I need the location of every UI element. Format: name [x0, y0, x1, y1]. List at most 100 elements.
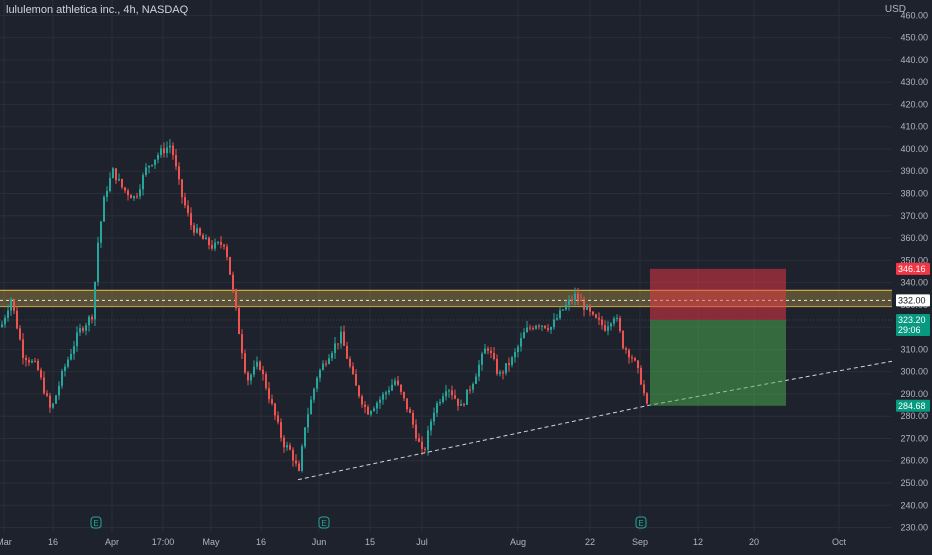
candle — [115, 168, 117, 181]
candle — [34, 360, 36, 362]
earnings-marker — [635, 516, 647, 529]
price-axis-tick-label: 380.00 — [900, 189, 928, 199]
candle — [7, 310, 9, 318]
price-tag-last-price — [896, 314, 930, 336]
candle — [223, 244, 225, 247]
candle — [310, 399, 312, 415]
price-tag-last-price-text: 323.20 — [898, 315, 926, 325]
candle — [286, 445, 288, 448]
candle — [532, 328, 534, 330]
candle — [235, 289, 237, 308]
candle — [574, 293, 576, 301]
price-axis-tick-label: 460.00 — [900, 10, 928, 20]
price-axis-tick-label: 280.00 — [900, 411, 928, 421]
candle — [616, 317, 618, 319]
candle — [418, 438, 420, 442]
candle — [553, 319, 555, 328]
candle — [145, 167, 147, 176]
candle — [589, 305, 591, 312]
candle — [529, 327, 531, 329]
candle — [328, 358, 330, 364]
candle — [637, 360, 639, 369]
candle — [181, 179, 183, 198]
candle — [463, 404, 465, 406]
candle — [97, 242, 99, 282]
candle — [124, 187, 126, 191]
candle — [316, 377, 318, 389]
candle — [445, 391, 447, 397]
candle — [136, 196, 138, 198]
candle — [10, 298, 12, 311]
candle — [133, 196, 135, 199]
candle — [67, 359, 69, 367]
candle — [415, 424, 417, 439]
price-tag-stop — [896, 262, 930, 275]
time-axis-tick-label: 17:00 — [152, 537, 175, 547]
candle — [253, 366, 255, 375]
candle — [13, 298, 15, 311]
stop-loss-zone — [650, 268, 786, 320]
price-tag-stop-text: 346.16 — [898, 264, 926, 274]
candle — [403, 391, 405, 399]
price-tag-target-text: 284.68 — [898, 401, 926, 411]
candle — [160, 148, 162, 156]
candle — [190, 213, 192, 226]
price-axis-tick-label: 350.00 — [900, 255, 928, 265]
candle — [595, 314, 597, 318]
candle — [166, 147, 168, 154]
candle — [4, 317, 6, 325]
time-axis-tick-label: 12 — [693, 537, 703, 547]
candle — [340, 331, 342, 344]
candle — [556, 318, 558, 320]
candle — [421, 441, 423, 449]
candle — [274, 403, 276, 416]
symbol-title[interactable]: lululemon athletica inc., 4h, NASDAQ — [6, 4, 189, 16]
candle — [94, 281, 96, 320]
candle — [502, 372, 504, 374]
price-axis-tick-label: 440.00 — [900, 55, 928, 65]
candle — [430, 421, 432, 431]
candle — [520, 338, 522, 347]
candle — [391, 384, 393, 391]
price-axis-tick-label: 420.00 — [900, 99, 928, 109]
earnings-marker — [318, 516, 330, 529]
candle — [112, 168, 114, 179]
candle — [214, 242, 216, 249]
price-axis-tick-label: 290.00 — [900, 389, 928, 399]
candle — [526, 327, 528, 333]
candle — [205, 237, 207, 240]
earnings-marker — [90, 516, 102, 529]
earnings-marker-label: E — [321, 519, 326, 528]
candle — [1, 324, 3, 328]
candle — [265, 374, 267, 389]
price-axis-tick-label: 360.00 — [900, 233, 928, 243]
candle — [550, 327, 552, 330]
price-axis-tick-label: 230.00 — [900, 523, 928, 533]
candle — [358, 385, 360, 397]
candle — [73, 346, 75, 354]
time-axis-tick-label: 22 — [585, 537, 595, 547]
candle — [373, 408, 375, 412]
candle — [541, 325, 543, 327]
candle — [406, 398, 408, 410]
candle — [634, 358, 636, 361]
candle — [646, 393, 648, 404]
candle — [91, 316, 93, 320]
candle — [544, 325, 546, 329]
price-axis-tick-label: 370.00 — [900, 211, 928, 221]
candle — [562, 309, 564, 311]
candle — [37, 360, 39, 370]
candle — [157, 155, 159, 160]
candle — [31, 360, 33, 363]
candle — [277, 415, 279, 423]
candle — [499, 372, 501, 374]
candle — [613, 318, 615, 324]
candle — [472, 383, 474, 390]
candle — [355, 374, 357, 386]
time-axis — [0, 532, 932, 550]
candle — [475, 376, 477, 384]
candle — [202, 235, 204, 240]
candle — [394, 380, 396, 385]
